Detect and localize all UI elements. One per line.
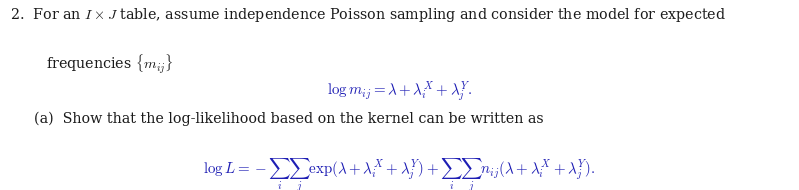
- Text: frequencies $\{m_{ij}\}$: frequencies $\{m_{ij}\}$: [46, 53, 173, 76]
- Text: (a)  Show that the log-likelihood based on the kernel can be written as: (a) Show that the log-likelihood based o…: [34, 111, 544, 126]
- Text: $\log L = -\sum_i\sum_j \exp(\lambda + \lambda_i^X + \lambda_j^Y) + \sum_i\sum_j: $\log L = -\sum_i\sum_j \exp(\lambda + \…: [203, 157, 596, 190]
- Text: 2.  For an $I \times J$ table, assume independence Poisson sampling and consider: 2. For an $I \times J$ table, assume ind…: [10, 6, 726, 24]
- Text: $\log m_{ij} = \lambda + \lambda_i^X + \lambda_j^Y.$: $\log m_{ij} = \lambda + \lambda_i^X + \…: [327, 79, 472, 103]
